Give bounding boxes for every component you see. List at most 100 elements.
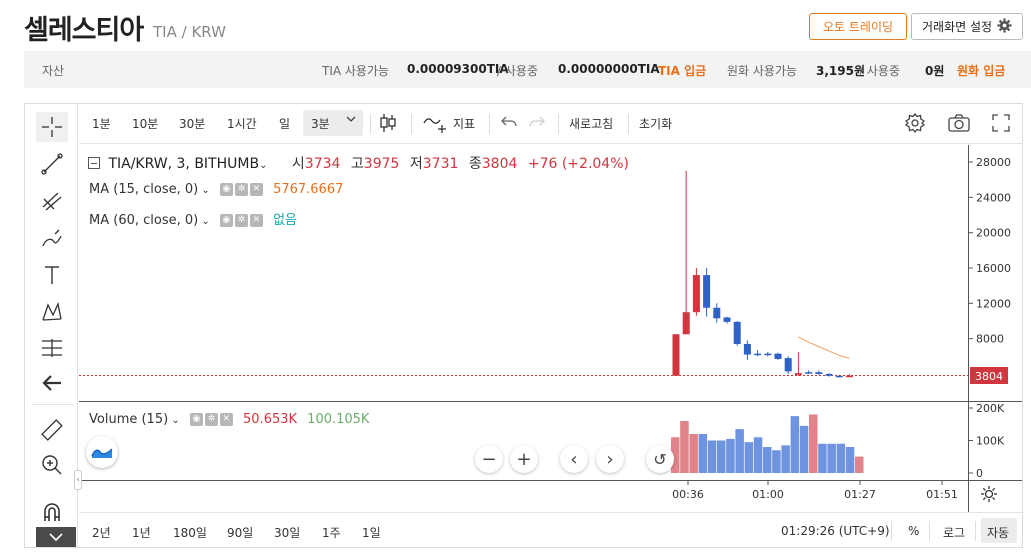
candle-body	[743, 343, 751, 355]
trend-line-icon[interactable]	[36, 149, 68, 179]
plus-icon: +	[516, 448, 532, 470]
clock-label[interactable]: 01:29:26 (UTC+9)	[781, 524, 890, 538]
redo-icon[interactable]	[528, 114, 546, 133]
volume-bar	[689, 434, 698, 473]
candle-body	[784, 358, 792, 372]
range-90d[interactable]: 90일	[227, 526, 254, 540]
volume-bar	[836, 443, 846, 473]
current-price-tag	[970, 367, 1008, 384]
chart-topbar: 1분 10분 30분 1시간 일 3분 지표 새로고침 초기화	[79, 104, 1022, 144]
arrow-left-icon[interactable]	[36, 368, 68, 398]
zoom-out-button[interactable]: −	[475, 445, 503, 473]
interval-30m[interactable]: 30분	[179, 117, 206, 131]
collapse-toolbar-button[interactable]	[36, 527, 76, 547]
auto-trading-button[interactable]: 오토 트레이딩	[809, 13, 907, 40]
screen-settings-label: 거래화면 설정	[921, 20, 993, 34]
range-30d[interactable]: 30일	[274, 526, 301, 540]
candle-body	[672, 334, 680, 376]
time-tick-label: 01:27	[844, 488, 876, 501]
range-1w[interactable]: 1주	[322, 526, 341, 540]
volume-bar	[772, 450, 781, 473]
volume-bar	[753, 437, 763, 473]
undo-icon[interactable]	[500, 114, 518, 133]
indicators-icon[interactable]	[423, 113, 447, 136]
candle-body	[703, 275, 711, 308]
crosshair-icon[interactable]	[36, 112, 68, 142]
text-tool-icon[interactable]	[36, 260, 68, 290]
tradingview-logo-icon[interactable]	[86, 436, 118, 468]
candle-body	[805, 372, 813, 374]
candle-body	[713, 307, 721, 319]
scroll-right-button[interactable]: ›	[596, 445, 624, 473]
candle-body	[774, 353, 782, 359]
volume-tick-label: 0	[976, 467, 983, 480]
volume-bar	[680, 421, 689, 473]
auto-toggle[interactable]: 자동	[987, 526, 1010, 540]
current-price-label: 3804	[975, 370, 1003, 383]
refresh-button[interactable]: 새로고침	[569, 117, 614, 131]
candle-body	[764, 353, 772, 356]
volume-bar	[726, 438, 735, 473]
interval-1h[interactable]: 1시간	[227, 117, 257, 131]
range-1d[interactable]: 1일	[362, 526, 381, 540]
range-1y[interactable]: 1년	[132, 526, 151, 540]
asset-bar: 자산 TIA 사용가능 0.00009300TIA / 사용중 0.000000…	[24, 51, 1031, 88]
fullscreen-icon[interactable]	[991, 113, 1011, 136]
volume-label[interactable]: Volume (15)	[89, 412, 169, 427]
candle-body	[754, 353, 762, 356]
interval-3m[interactable]: 3분	[311, 117, 330, 131]
drawing-toolbar	[25, 104, 78, 547]
pattern-tool-icon[interactable]	[36, 297, 68, 327]
camera-icon[interactable]	[947, 113, 971, 136]
volume-bar	[744, 442, 754, 473]
chart-settings-icon[interactable]	[904, 112, 926, 137]
time-tick-label: 00:36	[672, 488, 704, 501]
measure-tool-icon[interactable]	[36, 333, 68, 363]
zoom-in-icon[interactable]	[36, 450, 68, 480]
indicators-label[interactable]: 지표	[453, 117, 476, 131]
tia-in-use-value: 0.00000000TIA	[558, 62, 660, 76]
chevron-down-icon[interactable]	[345, 113, 357, 128]
volume-legend: Volume (15) ⌄ ◉ ✲ ✕ 50.653K 100.105K	[89, 412, 370, 427]
chart-frame	[24, 103, 1023, 548]
volume-bar	[698, 434, 708, 473]
scroll-left-button[interactable]: ‹	[560, 445, 588, 473]
chevron-down-icon	[49, 533, 63, 542]
candle-body	[692, 275, 700, 313]
krw-deposit-link[interactable]: 원화 입금	[957, 64, 1006, 78]
interval-10m[interactable]: 10분	[132, 117, 159, 131]
range-180d[interactable]: 180일	[173, 526, 207, 540]
minus-icon: −	[481, 448, 497, 470]
price-tick-label: 20000	[976, 227, 1011, 240]
expand-sidebar-handle[interactable]: ‹	[74, 470, 82, 490]
brush-icon[interactable]	[36, 223, 68, 253]
log-toggle[interactable]: 로그	[943, 526, 966, 540]
volume-controls[interactable]: ◉ ✲ ✕	[189, 413, 233, 426]
selected-interval-highlight	[303, 110, 363, 136]
magnet-icon[interactable]	[36, 498, 68, 528]
screen-settings-button[interactable]: 거래화면 설정	[911, 13, 1023, 40]
tia-available-value: 0.00009300TIA	[407, 62, 509, 76]
gear-icon: ✲	[204, 413, 218, 426]
interval-1m[interactable]: 1분	[92, 117, 111, 131]
ruler-icon[interactable]	[36, 415, 68, 445]
reset-view-button[interactable]: ↺	[646, 445, 674, 473]
zoom-in-button[interactable]: +	[510, 445, 538, 473]
fib-tool-icon[interactable]	[36, 186, 68, 216]
volume-bar	[799, 425, 809, 473]
candle-body	[845, 375, 853, 378]
gear-icon	[997, 17, 1012, 36]
candle-type-icon[interactable]	[379, 113, 397, 136]
krw-in-use-label: / 사용중	[859, 64, 900, 78]
candle-body	[733, 321, 741, 344]
reset-button[interactable]: 초기화	[639, 117, 673, 131]
range-2y[interactable]: 2년	[92, 526, 111, 540]
percent-toggle[interactable]: %	[908, 524, 920, 538]
price-tick-label: 28000	[976, 156, 1011, 169]
tia-deposit-link[interactable]: TIA 입금	[658, 64, 707, 78]
time-axis-settings-icon[interactable]	[980, 485, 998, 507]
tia-in-use-label: / 사용중	[497, 64, 538, 78]
interval-1d[interactable]: 일	[279, 117, 291, 131]
volume-bar	[809, 414, 818, 473]
